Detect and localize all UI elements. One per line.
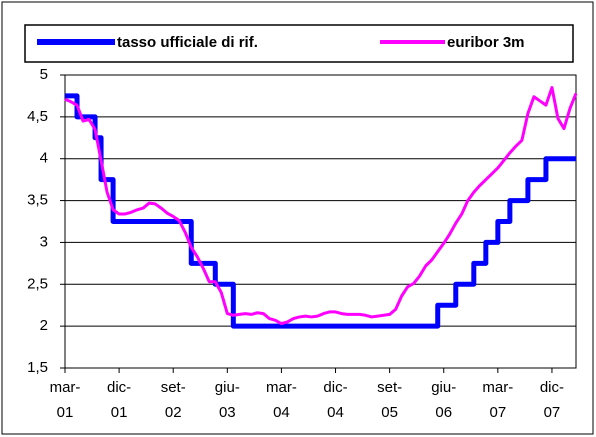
y-tick-label: 4 [40, 150, 48, 167]
legend-box [24, 24, 574, 63]
y-tick-label: 3,5 [27, 192, 48, 209]
legend-label: euribor 3m [447, 34, 525, 51]
y-tick-label: 1,5 [27, 359, 48, 376]
y-tick-label: 4,5 [27, 108, 48, 125]
y-tick-label: 2,5 [27, 275, 48, 292]
x-tick-label: giu- 03 [214, 379, 240, 421]
legend-label: tasso ufficiale di rif. [117, 34, 258, 51]
series-line [64, 86, 578, 326]
x-tick-label: set- 02 [160, 379, 186, 421]
x-tick-label: dic- 04 [323, 379, 348, 421]
x-tick-label: set- 05 [377, 379, 403, 421]
x-tick-label: dic- 01 [107, 379, 132, 421]
x-tick-label: mar- 01 [49, 379, 81, 421]
x-tick-label: mar- 04 [266, 379, 297, 421]
y-tick-label: 5 [40, 66, 48, 83]
x-tick-label: dic- 07 [539, 379, 565, 421]
x-tick-label: giu- 06 [431, 379, 457, 421]
y-tick-label: 2 [40, 317, 48, 334]
y-tick-label: 3 [40, 233, 48, 250]
series-line [65, 93, 576, 329]
x-tick-label: mar- 07 [482, 379, 514, 421]
